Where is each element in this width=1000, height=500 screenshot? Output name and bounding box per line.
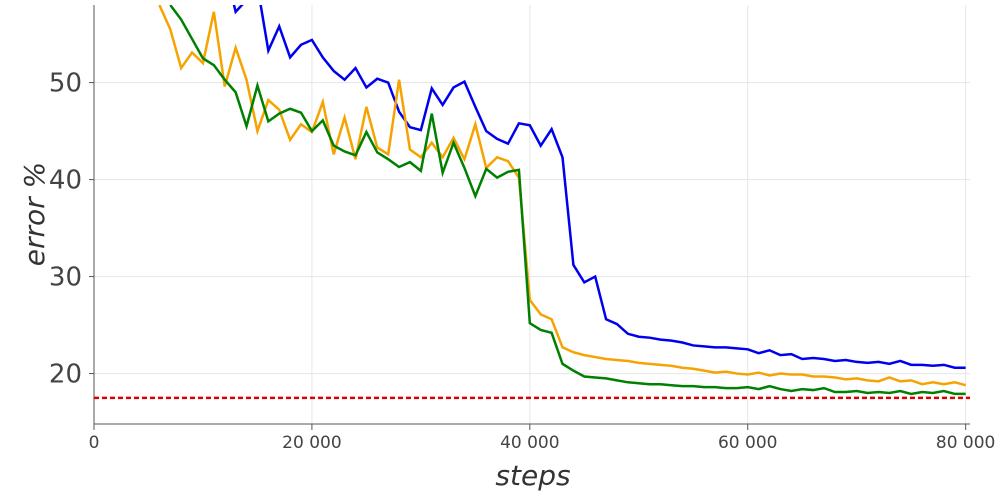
y-tick-label: 50	[49, 69, 82, 99]
series-line	[232, 5, 966, 369]
series-line	[158, 5, 966, 387]
y-tick-label: 20	[49, 360, 82, 390]
series-line	[169, 5, 966, 396]
y-tick-label: 40	[49, 166, 82, 196]
x-tick-label: 60 000	[718, 433, 777, 453]
x-tick-label: 40 000	[500, 433, 559, 453]
x-tick-label: 0	[89, 433, 100, 453]
x-axis-title: steps	[495, 459, 570, 492]
x-tick-label: 80 000	[936, 433, 995, 453]
y-tick-label: 30	[49, 263, 82, 293]
x-tick-label: 20 000	[282, 433, 341, 453]
y-axis-title: error %	[18, 162, 51, 266]
